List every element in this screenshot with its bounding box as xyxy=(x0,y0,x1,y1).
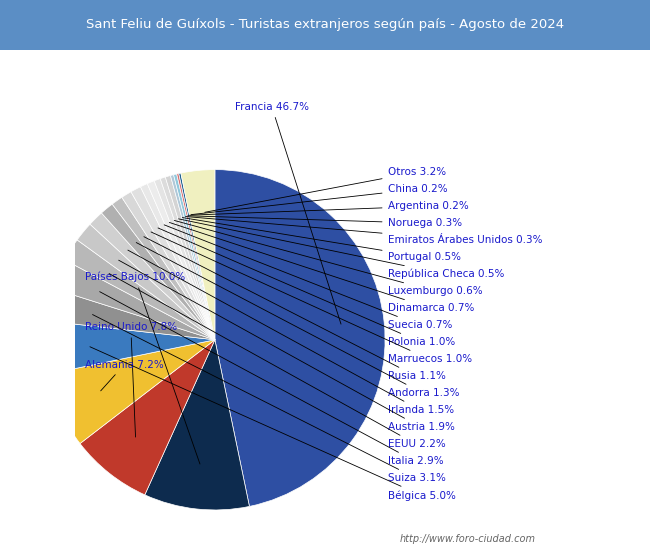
Wedge shape xyxy=(177,173,215,340)
Text: Reino Unido 7.8%: Reino Unido 7.8% xyxy=(84,322,177,437)
Text: República Checa 0.5%: República Checa 0.5% xyxy=(179,219,504,279)
Text: Otros 3.2%: Otros 3.2% xyxy=(205,167,446,212)
Text: Francia 46.7%: Francia 46.7% xyxy=(235,102,341,324)
Text: Andorra 1.3%: Andorra 1.3% xyxy=(136,243,459,398)
Text: Noruega 0.3%: Noruega 0.3% xyxy=(188,216,462,228)
Text: Italia 2.9%: Italia 2.9% xyxy=(99,292,443,466)
Wedge shape xyxy=(160,177,215,340)
Wedge shape xyxy=(80,340,215,495)
Wedge shape xyxy=(46,288,215,340)
Wedge shape xyxy=(90,213,215,340)
Wedge shape xyxy=(122,192,215,340)
Text: Rusia 1.1%: Rusia 1.1% xyxy=(144,236,445,381)
Wedge shape xyxy=(53,260,215,340)
Text: Alemania 7.2%: Alemania 7.2% xyxy=(84,360,164,391)
Wedge shape xyxy=(64,240,215,340)
Wedge shape xyxy=(170,175,215,340)
Wedge shape xyxy=(77,224,215,340)
Wedge shape xyxy=(215,169,385,507)
Text: Suecia 0.7%: Suecia 0.7% xyxy=(164,225,452,331)
Text: EEUU 2.2%: EEUU 2.2% xyxy=(109,273,445,449)
Text: Bélgica 5.0%: Bélgica 5.0% xyxy=(90,346,456,500)
Wedge shape xyxy=(112,197,215,340)
Text: Austria 1.9%: Austria 1.9% xyxy=(119,260,454,432)
Wedge shape xyxy=(131,187,215,340)
Wedge shape xyxy=(48,340,215,443)
Wedge shape xyxy=(181,169,215,340)
Wedge shape xyxy=(145,340,250,510)
Text: Polonia 1.0%: Polonia 1.0% xyxy=(158,228,455,347)
Wedge shape xyxy=(165,175,215,340)
Text: Emiratos Árabes Unidos 0.3%: Emiratos Árabes Unidos 0.3% xyxy=(185,217,542,245)
Text: Portugal 0.5%: Portugal 0.5% xyxy=(183,218,461,262)
Text: Irlanda 1.5%: Irlanda 1.5% xyxy=(128,250,454,415)
Text: Dinamarca 0.7%: Dinamarca 0.7% xyxy=(170,222,474,314)
Wedge shape xyxy=(179,173,215,340)
Text: Luxemburgo 0.6%: Luxemburgo 0.6% xyxy=(174,221,482,296)
Wedge shape xyxy=(154,179,215,340)
Text: China 0.2%: China 0.2% xyxy=(191,184,447,214)
Text: Marruecos 1.0%: Marruecos 1.0% xyxy=(151,232,472,364)
Text: http://www.foro-ciudad.com: http://www.foro-ciudad.com xyxy=(400,535,536,544)
Wedge shape xyxy=(140,184,215,340)
Wedge shape xyxy=(148,181,215,340)
Wedge shape xyxy=(174,174,215,340)
Text: Países Bajos 10.0%: Países Bajos 10.0% xyxy=(84,272,200,464)
Text: Suiza 3.1%: Suiza 3.1% xyxy=(92,315,445,483)
Wedge shape xyxy=(101,204,215,340)
Text: Argentina 0.2%: Argentina 0.2% xyxy=(190,201,468,215)
Text: Sant Feliu de Guíxols - Turistas extranjeros según país - Agosto de 2024: Sant Feliu de Guíxols - Turistas extranj… xyxy=(86,18,564,31)
Wedge shape xyxy=(45,321,215,374)
